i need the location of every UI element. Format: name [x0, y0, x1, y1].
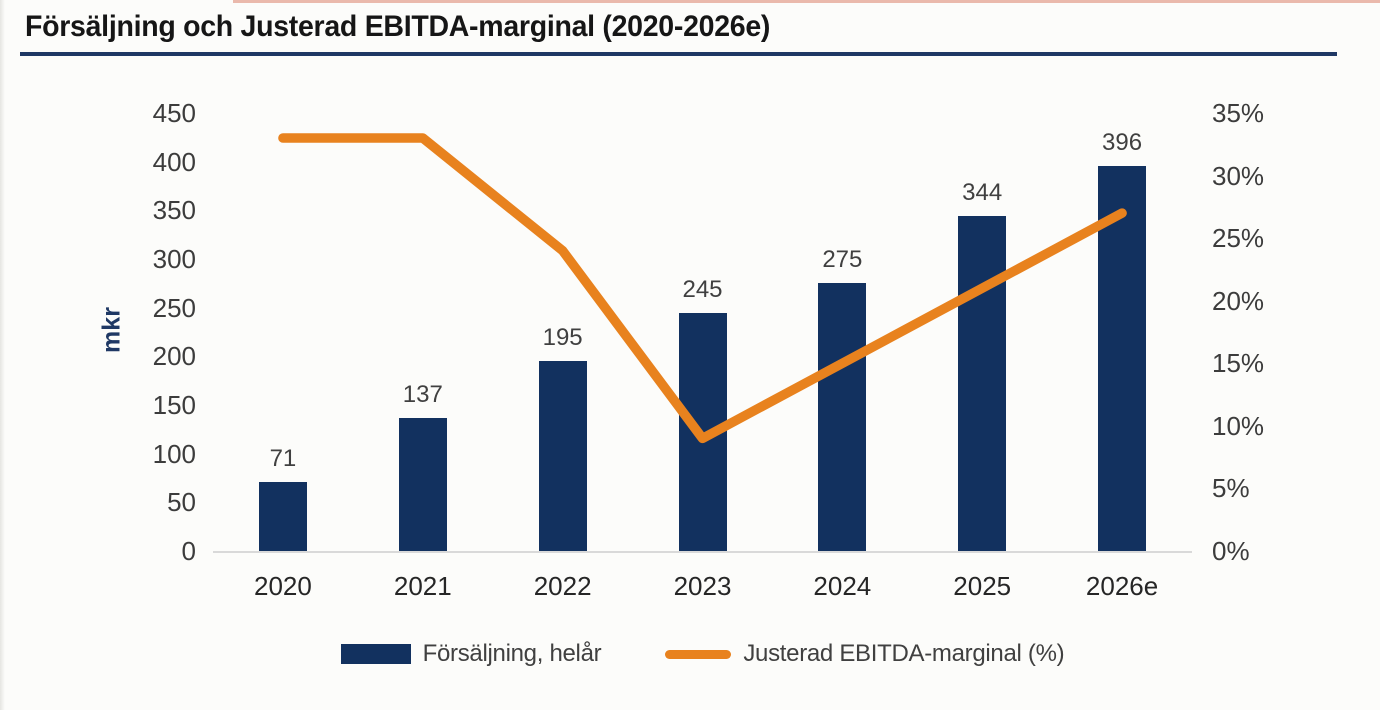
bar-value-label: 275 [822, 246, 863, 274]
chart-legend: Försäljning, helår Justerad EBITDA-margi… [213, 640, 1192, 668]
right-axis-tick-label: 35% [1212, 98, 1265, 128]
x-axis-category-label: 2025 [953, 571, 1012, 601]
sales-bar [1098, 165, 1147, 551]
x-axis-category-label: 2021 [393, 571, 452, 601]
left-axis-tick-label: 250 [152, 292, 196, 323]
left-axis-tick-label: 50 [167, 487, 196, 518]
legend-bar-swatch-icon [340, 644, 411, 664]
bar-value-label: 71 [269, 444, 297, 472]
x-axis-baseline [213, 551, 1192, 553]
left-axis-tick-label: 150 [152, 390, 196, 420]
chart-title: Försäljning och Justerad EBITDA-marginal… [25, 10, 771, 43]
right-axis-tick-label: 10% [1212, 410, 1265, 441]
bar-value-label: 344 [962, 179, 1003, 207]
right-axis-tick-label: 0% [1212, 536, 1250, 566]
right-axis-tick-label: 15% [1212, 348, 1265, 379]
right-axis-tick-label: 25% [1212, 223, 1265, 254]
left-axis-tick-label: 400 [152, 146, 196, 177]
sales-bar [958, 216, 1007, 551]
right-axis-tick-label: 30% [1212, 160, 1265, 191]
title-underline-rule [20, 52, 1337, 56]
legend-item-sales: Försäljning, helår [340, 640, 602, 668]
left-axis-tick-label: 450 [152, 98, 196, 128]
right-axis-tick-label: 20% [1212, 285, 1265, 316]
left-axis-tick-label: 0 [181, 536, 196, 566]
legend-item-margin: Justerad EBITDA-marginal (%) [665, 640, 1065, 668]
legend-label-sales: Försäljning, helår [422, 640, 602, 667]
x-axis-category-label: 2023 [673, 571, 732, 601]
bar-value-label: 396 [1102, 128, 1143, 156]
top-cropped-accent-strip [233, 0, 1380, 3]
bar-value-label: 195 [542, 324, 583, 352]
left-axis-tick-label: 100 [152, 438, 196, 469]
sales-bar [538, 361, 587, 551]
bar-value-label: 245 [682, 275, 723, 303]
legend-line-swatch-icon [665, 649, 732, 659]
page-left-edge-shading [0, 0, 5, 710]
x-axis-category-label: 2026e [1085, 571, 1159, 601]
x-axis-category-label: 2020 [254, 571, 312, 601]
legend-label-margin: Justerad EBITDA-marginal (%) [743, 640, 1065, 667]
left-axis-tick-label: 300 [152, 244, 196, 274]
x-axis-category-label: 2024 [813, 571, 872, 601]
sales-bar [818, 283, 867, 551]
left-axis-tick-label: 200 [152, 341, 196, 372]
x-axis-category-label: 2022 [533, 571, 592, 601]
bar-value-label: 137 [402, 380, 443, 408]
left-axis-tick-label: 350 [152, 195, 196, 226]
sales-bar [678, 312, 727, 551]
right-axis-tick-label: 5% [1212, 473, 1250, 504]
sales-bar [398, 417, 447, 551]
sales-bar [258, 481, 307, 551]
